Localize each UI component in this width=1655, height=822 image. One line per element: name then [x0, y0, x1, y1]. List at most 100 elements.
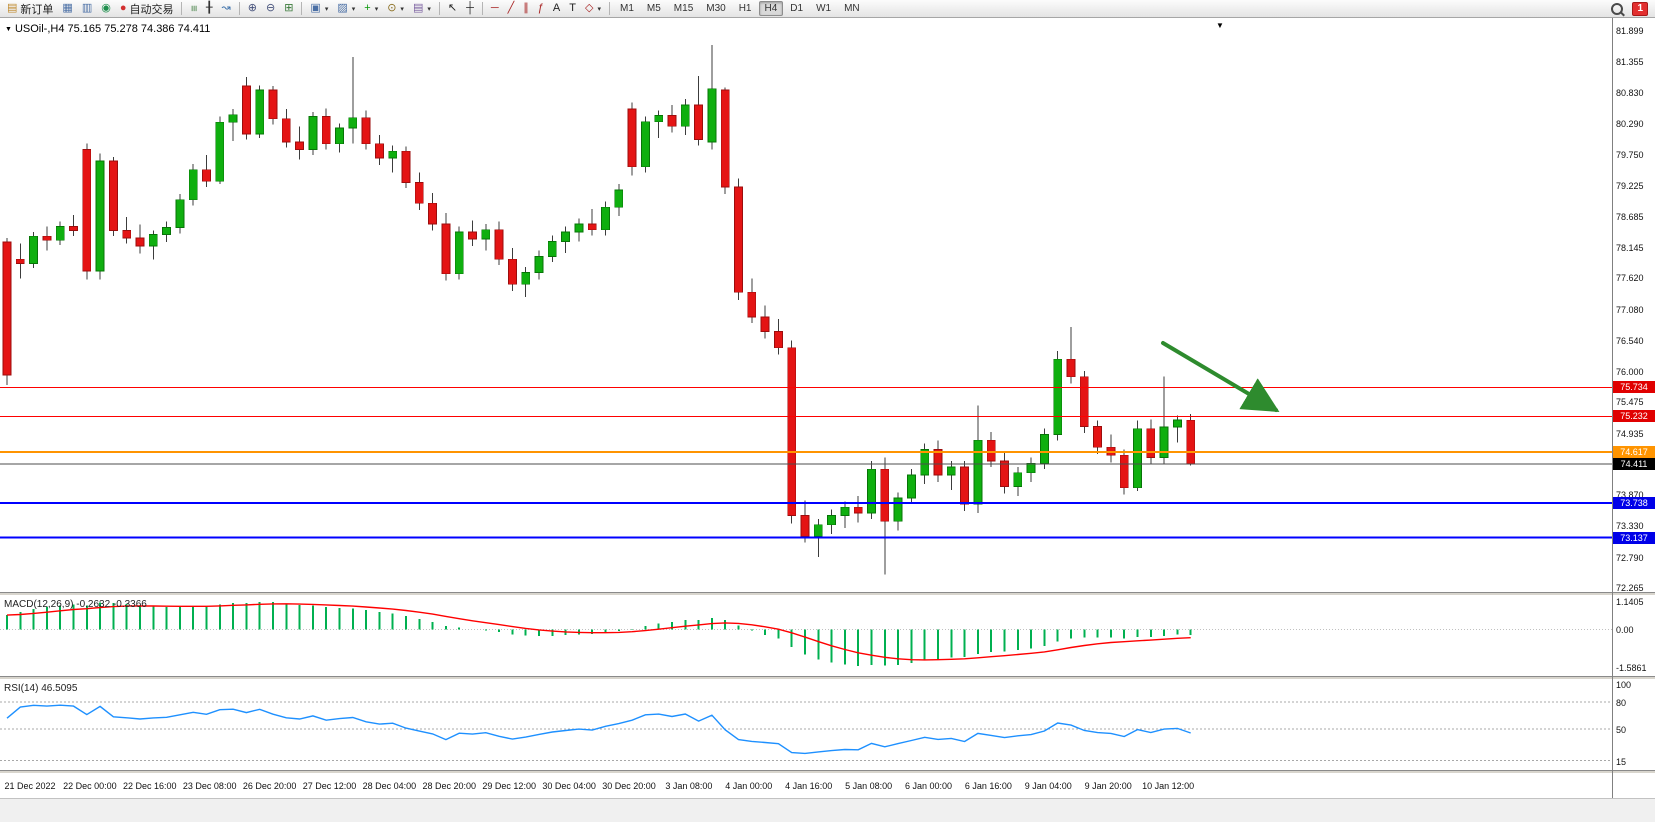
timeframe-mn[interactable]: MN: [844, 3, 860, 14]
auto-trading-button[interactable]: ● 自动交易: [116, 1, 178, 17]
price-axis-label: 79.750: [1616, 150, 1644, 161]
cursor-button[interactable]: ↖: [444, 1, 461, 17]
auto-trading-icon: ●: [119, 2, 127, 14]
panel-divider[interactable]: [0, 676, 1655, 680]
time-axis[interactable]: 21 Dec 2022 22 Dec 00:00 22 Dec 16:00 23 De…: [0, 774, 1612, 798]
indicators-button[interactable]: + ▾: [360, 1, 382, 17]
timeframe-h1[interactable]: H1: [738, 3, 752, 14]
price-scale[interactable]: 81.899 81.355 80.830 80.290 79.750 79.225 78.6…: [1613, 18, 1655, 593]
macd-panel[interactable]: MACD(12,26,9) -0.2632 -0.3366: [0, 596, 1612, 676]
profiles-menu-button[interactable]: ▨ ▾: [333, 1, 359, 17]
new-order-button[interactable]: ▤ 新订单: [3, 1, 57, 17]
price-axis-label: 81.899: [1616, 26, 1644, 36]
label-button[interactable]: T: [565, 1, 580, 17]
community-button[interactable]: ◉: [97, 1, 115, 17]
dropdown-caret-icon: ▾: [597, 5, 601, 13]
crosshair-button[interactable]: ┼: [462, 1, 478, 17]
timeframe-m5[interactable]: M5: [646, 3, 661, 14]
price-axis-label: 77.620: [1616, 273, 1644, 284]
crosshair-icon: ┼: [466, 2, 474, 14]
rsi-axis-label: 15: [1616, 756, 1627, 767]
search-icon: [1611, 2, 1624, 15]
market-watch-icon: ▥: [81, 2, 93, 14]
time-axis-label: 27 Dec 12:00: [302, 781, 357, 791]
chart-title-text: USOil-,H4 75.165 75.278 74.386 74.411: [14, 23, 211, 35]
rsi-scale[interactable]: 100 80 50 15: [1613, 680, 1655, 770]
timeframe-w1[interactable]: W1: [816, 3, 832, 14]
price-axis-label: 80.830: [1616, 87, 1644, 98]
text-icon: A: [552, 2, 561, 14]
notifications-badge[interactable]: 1: [1628, 1, 1652, 17]
time-axis-label: 23 Dec 08:00: [182, 781, 237, 791]
zoom-in-button[interactable]: ⊕: [244, 1, 261, 17]
new-chart-icon: ▣: [310, 2, 321, 14]
templates-button[interactable]: ▤ ▾: [409, 1, 435, 17]
panel-divider[interactable]: [0, 770, 1655, 774]
new-order-button-label: 新订单: [20, 3, 54, 16]
trendline-icon: ╱: [507, 2, 515, 14]
chart-title-triangle-icon[interactable]: ▼: [5, 25, 12, 33]
channel-icon: ∥: [523, 2, 529, 14]
fibonacci-button[interactable]: ƒ: [534, 1, 548, 17]
time-axis-label: 10 Jan 12:00: [1142, 781, 1195, 791]
rsi-indicator-chart[interactable]: [0, 680, 1612, 770]
macd-indicator-chart[interactable]: [0, 596, 1612, 676]
new-chart-button[interactable]: ▣ ▾: [306, 1, 332, 17]
rsi-axis-label: 80: [1616, 698, 1627, 708]
dropdown-caret-icon: ▾: [400, 5, 404, 13]
rsi-label: RSI(14) 46.5095: [4, 683, 78, 694]
timeframe-d1[interactable]: D1: [790, 3, 804, 14]
time-axis-label: 28 Dec 20:00: [422, 781, 477, 791]
rsi-axis-label: 100: [1616, 680, 1632, 690]
time-axis-label: 6 Jan 00:00: [904, 781, 953, 791]
horizontal-scrollbar[interactable]: [0, 798, 1655, 822]
time-axis-label: 29 Dec 12:00: [482, 781, 536, 791]
candle-chart-type-button[interactable]: ╂: [202, 1, 217, 17]
sell-signal-arrow[interactable]: [1161, 341, 1280, 413]
price-axis-label: 77.080: [1616, 304, 1644, 315]
channel-button[interactable]: ∥: [519, 1, 533, 17]
line-chart-type-button[interactable]: ↝: [218, 1, 235, 17]
dropdown-caret-icon: ▾: [351, 5, 356, 13]
rsi-panel[interactable]: RSI(14) 46.5095: [0, 680, 1612, 770]
main-chart-panel[interactable]: ▼ USOil-,H4 75.165 75.278 74.386 74.411 …: [0, 18, 1612, 592]
periods-button[interactable]: ⊙ ▾: [383, 1, 408, 17]
template-icon: ▤: [412, 2, 424, 14]
charts-window-button[interactable]: ▦: [58, 1, 76, 17]
timeframe-m1[interactable]: M1: [619, 3, 634, 14]
support-line-lower-price-badge: 73.137: [1613, 531, 1655, 544]
bar-chart-type-button[interactable]: ≡: [186, 1, 200, 17]
macd-scale[interactable]: 1.1405 0.00 -1.5861: [1613, 596, 1655, 676]
time-axis-label: 4 Jan 00:00: [725, 781, 773, 791]
zoom-in-icon: ⊕: [247, 2, 257, 14]
time-axis-label: 4 Jan 16:00: [785, 781, 833, 791]
market-watch-button[interactable]: ▥: [78, 1, 96, 17]
candlestick-chart[interactable]: [0, 18, 1612, 592]
price-axis-label: 73.870: [1616, 490, 1644, 501]
timeframe-h4[interactable]: H4: [758, 1, 784, 16]
price-axis-label: 75.475: [1616, 397, 1644, 408]
pivot-line-orange-price-badge: 74.617: [1613, 446, 1655, 459]
chart-dropdown-icon[interactable]: ▼: [1216, 21, 1224, 30]
zoom-out-button[interactable]: ⊖: [262, 1, 279, 17]
time-axis-label: 26 Dec 20:00: [242, 781, 297, 791]
toolbar-separator: [301, 2, 303, 15]
price-axis-label: 72.790: [1616, 552, 1644, 563]
toolbar: ▤ 新订单 ▦ ▥ ◉ ● 自动交易 ≡ ╂ ↝ ⊕ ⊖ ⊞ ▣ ▾ ▨ ▾ + ▾ ⊙ ▾ ▤ ▾ ↖ ┼ ─ ╱ ∥ ƒ A T ◇ ▾ M1…: [0, 0, 1655, 18]
macd-axis-label: 0.00: [1616, 624, 1634, 635]
trendline-button[interactable]: ╱: [504, 1, 519, 17]
toolbar-separator: [181, 2, 183, 15]
panel-divider[interactable]: [0, 592, 1655, 596]
time-axis-label: 5 Jan 08:00: [845, 781, 893, 791]
timeframe-m30[interactable]: M30: [706, 3, 726, 14]
time-axis-label: 9 Jan 04:00: [1024, 781, 1072, 791]
horizontal-line-button[interactable]: ─: [487, 1, 503, 17]
shapes-button[interactable]: ◇ ▾: [581, 1, 605, 17]
search-button[interactable]: [1607, 1, 1627, 17]
timeframe-m15[interactable]: M15: [673, 3, 694, 14]
price-axis-label: 80.290: [1616, 119, 1644, 130]
zoom-out-icon: ⊖: [265, 2, 276, 14]
price-axis-label: 81.355: [1616, 57, 1644, 68]
tile-windows-button[interactable]: ⊞: [280, 1, 297, 17]
text-button[interactable]: A: [549, 1, 564, 17]
